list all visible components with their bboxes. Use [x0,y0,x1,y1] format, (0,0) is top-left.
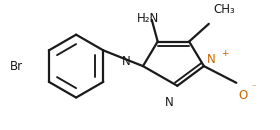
Text: Br: Br [10,60,23,73]
Text: +: + [221,49,228,58]
Text: CH₃: CH₃ [214,3,235,16]
Text: ⁻: ⁻ [251,83,256,92]
Text: O: O [238,89,248,102]
Text: N: N [165,96,174,109]
Text: N: N [122,55,130,68]
Text: N: N [207,53,216,66]
Text: H₂N: H₂N [137,12,159,25]
